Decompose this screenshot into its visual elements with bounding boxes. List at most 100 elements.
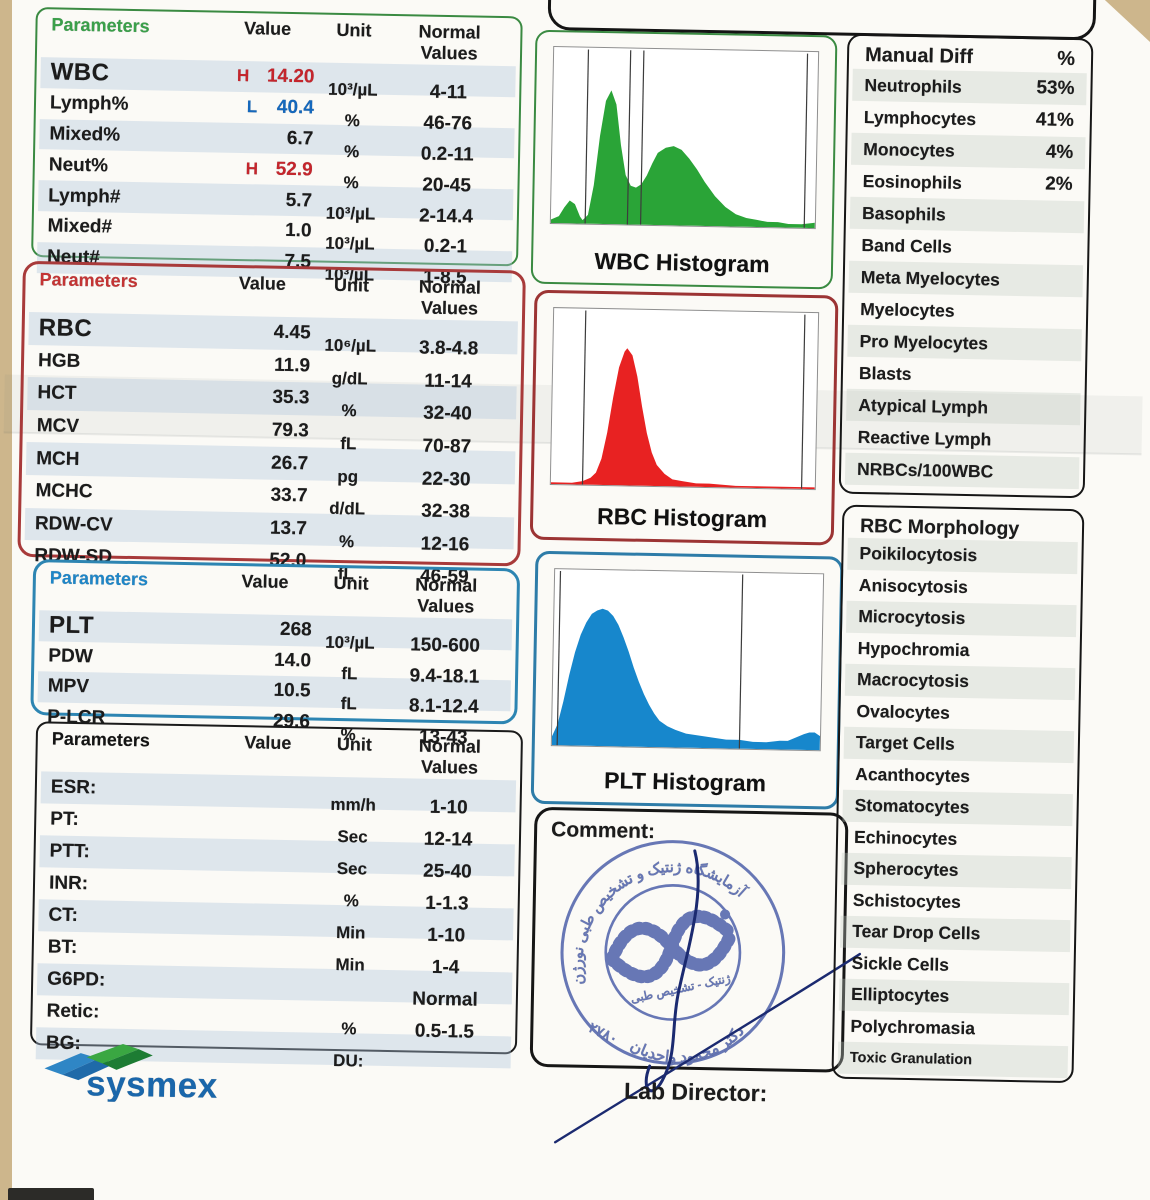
wbc-parameters-table: Parameters Value Unit Normal Values WBC … <box>31 7 523 289</box>
cell-type-label: Monocytes <box>863 138 955 161</box>
normal-range: 8.1-12.4 <box>408 695 479 718</box>
value-text: 26.7 <box>270 452 309 475</box>
logo-green-leaf <box>86 1043 139 1064</box>
list-item: Meta Myelocytes <box>848 260 1084 298</box>
parameter-unit: % <box>341 401 357 421</box>
column-header-parameters: Parameters <box>51 728 151 751</box>
value-text: 5.7 <box>285 189 313 211</box>
wbc-histogram-plot <box>549 46 820 230</box>
morphology-label: Acanthocytes <box>855 763 971 786</box>
parameter-value <box>219 791 315 793</box>
parameter-value <box>217 887 313 889</box>
column-header-parameters: Parameters <box>51 14 150 37</box>
rbc-morphology-title: RBC Morphology <box>859 514 1020 541</box>
normal-range: 32-40 <box>422 403 472 426</box>
logo-green-leaf-dark <box>102 1049 153 1070</box>
parameter-name: HCT <box>37 382 77 405</box>
rbc-morphology-box: RBC Morphology Poikilocytosis Anisocytos… <box>831 504 1085 1084</box>
manual-diff-title: Manual Diff <box>864 44 974 69</box>
parameter-unit: DU: <box>332 1050 364 1071</box>
parameter-value <box>219 823 315 825</box>
cell-type-label: Basophils <box>861 202 946 225</box>
morphology-label: Echinocytes <box>853 826 958 849</box>
normal-range: 3.8-4.8 <box>418 337 479 360</box>
parameter-name: HGB <box>37 350 81 372</box>
parameter-name: Lymph# <box>48 184 121 208</box>
normal-range: 20-45 <box>422 174 472 197</box>
value-text: 14.20 <box>266 65 315 88</box>
cell-type-label: Lymphocytes <box>863 106 977 129</box>
flag-indicator: L <box>246 97 258 117</box>
cell-type-label: Band Cells <box>861 234 953 257</box>
value-text: 268 <box>279 619 312 641</box>
normal-range: 2-14.4 <box>418 205 474 228</box>
parameter-value: 26.7 <box>209 451 308 475</box>
cell-type-value: 2% <box>1044 173 1073 196</box>
column-header-unit: Unit <box>336 19 372 41</box>
morphology-label: Sickle Cells <box>851 952 950 975</box>
value-text: 11.9 <box>273 354 311 377</box>
cell-type-label: Pro Myelocytes <box>859 330 989 353</box>
column-header-value: Value <box>238 273 287 294</box>
morphology-label: Microcytosis <box>858 606 966 629</box>
comment-box: Comment: آزمایشگاه ژنتیک و تشخیص طبی نور… <box>529 806 862 1144</box>
list-item: Band Cells <box>849 229 1084 265</box>
plt-histogram-title: PLT Histogram <box>603 767 767 797</box>
parameter-name: MCH <box>36 447 80 470</box>
morphology-label: Polychromasia <box>850 1015 976 1039</box>
parameter-unit: Sec <box>337 827 368 847</box>
cell-type-label: Eosinophils <box>862 170 963 193</box>
rbc-histogram-curve <box>550 308 815 490</box>
parameter-name: INR: <box>48 872 89 895</box>
parameter-unit: 10⁶/µL <box>324 335 377 356</box>
normal-range: 11-14 <box>424 370 473 393</box>
parameter-name: BT: <box>47 936 78 959</box>
plt-parameters-table: Parameters Value Unit Normal Values PLT … <box>30 559 521 748</box>
wbc-histogram-curve <box>550 47 815 229</box>
cell-type-label: Blasts <box>858 362 912 384</box>
manual-diff-rows: Neutrophils 53% Lymphocytes 41% Monocyte… <box>844 68 1087 490</box>
normal-range: 1-1.3 <box>424 892 469 915</box>
parameter-value: 6.7 <box>218 127 314 151</box>
parameter-name: CT: <box>48 904 79 927</box>
cell-type-label: Atypical Lymph <box>858 394 989 417</box>
parameter-unit: fL <box>341 663 358 684</box>
logo-blue-leaf <box>44 1053 99 1075</box>
parameter-value: 10.5 <box>215 679 310 703</box>
list-item: Monocytes 4% <box>850 132 1086 170</box>
lab-stamp: آزمایشگاه ژنتیک و تشخیص طبی نورژن دکتر م… <box>550 840 786 1078</box>
value-text: 1.0 <box>284 220 312 242</box>
parameter-unit: 10³/µL <box>325 234 375 254</box>
column-header-unit: Unit <box>336 733 373 755</box>
report-paper: Parameters Value Unit Normal Values WBC … <box>3 0 1150 1200</box>
wbc-histogram-box: WBC Histogram <box>530 29 838 290</box>
parameter-value: 79.3 <box>210 419 309 443</box>
list-item: Neutrophils 53% <box>852 68 1087 106</box>
list-item: Basophils <box>849 196 1085 234</box>
rbc-histogram-box: RBC Histogram <box>529 289 839 546</box>
manual-diff-header: Manual Diff % <box>853 38 1088 73</box>
list-item: Reactive Lymph <box>845 421 1080 457</box>
morphology-label: Ovalocytes <box>856 700 951 723</box>
cell-type-value: 4% <box>1045 141 1074 164</box>
normal-range: 1-10 <box>427 924 466 947</box>
parameter-name: Mixed# <box>47 215 113 238</box>
list-item: Atypical Lymph <box>846 388 1081 426</box>
list-item: Microcytosis <box>846 600 1077 637</box>
morphology-label: Poikilocytosis <box>859 543 978 566</box>
flag-indicator: H <box>236 66 250 86</box>
signature <box>553 849 862 1144</box>
cell-type-label: Meta Myelocytes <box>860 266 1001 290</box>
parameter-unit: fL <box>340 434 357 454</box>
plt-histogram-plot <box>550 568 825 752</box>
morphology-label: Target Cells <box>855 732 955 755</box>
cell-type-value: 41% <box>1035 109 1075 132</box>
value-text: 52.9 <box>275 158 313 181</box>
normal-range: 22-30 <box>421 468 471 491</box>
parameter-name: MCV <box>36 415 80 438</box>
parameter-value: 11.9 <box>211 353 310 377</box>
parameter-unit: pg <box>337 466 359 487</box>
column-header-normal: Normal Values <box>415 574 478 617</box>
manual-diff-unit-header: % <box>1057 47 1076 71</box>
